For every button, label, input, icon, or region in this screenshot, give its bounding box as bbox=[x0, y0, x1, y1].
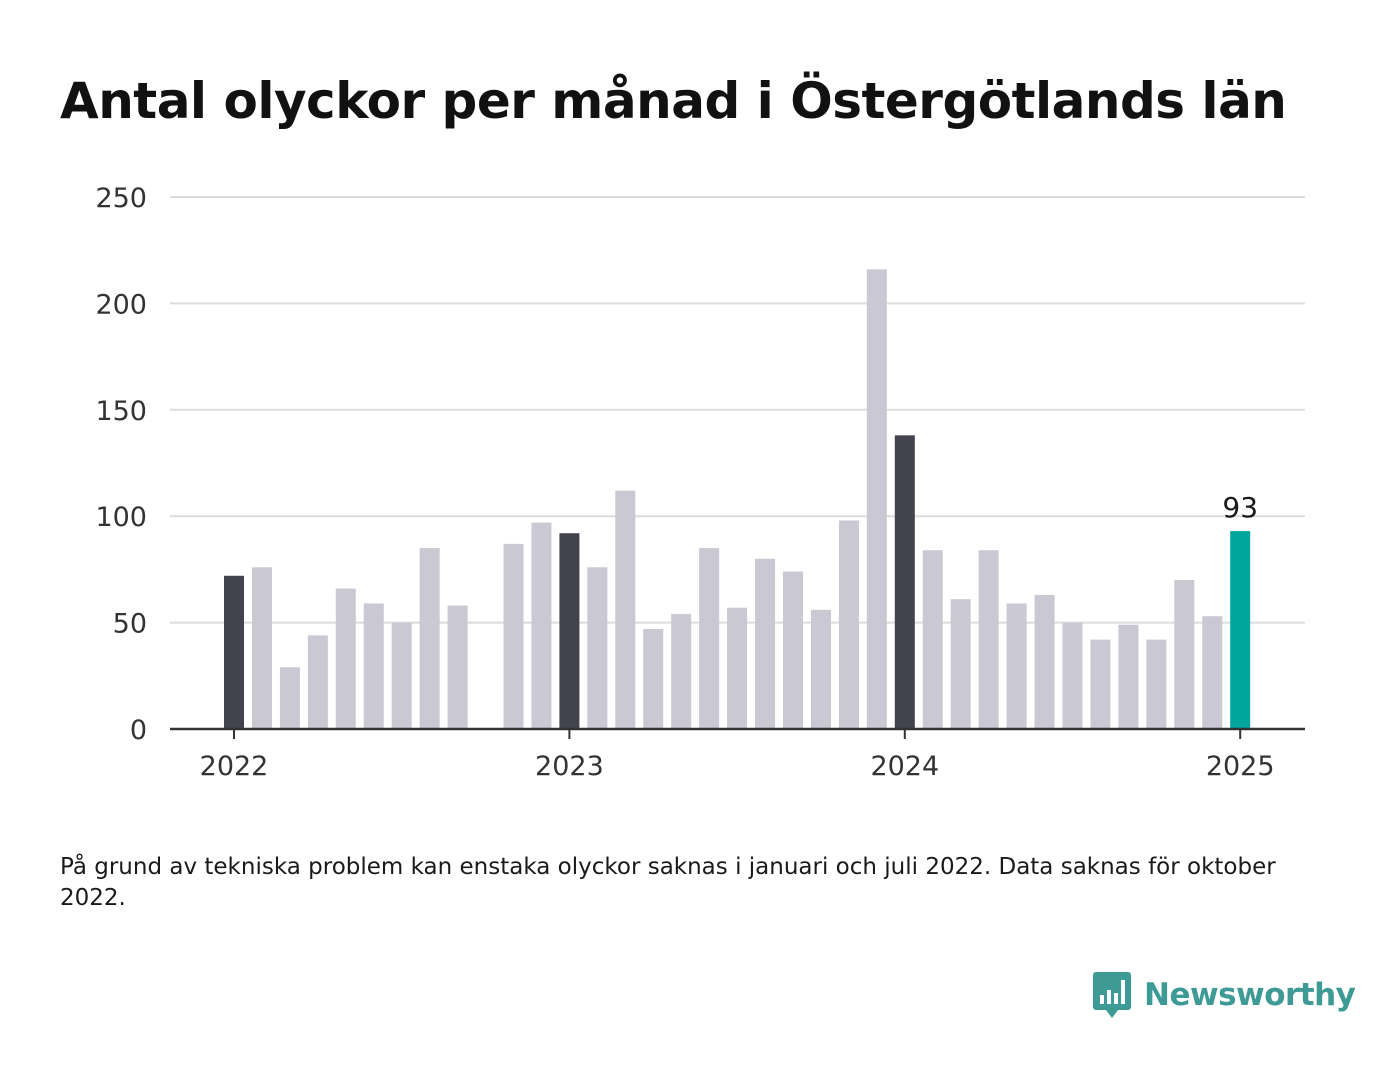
bar bbox=[671, 614, 692, 729]
bar bbox=[1146, 639, 1167, 729]
footnote: På grund av tekniska problem kan enstaka… bbox=[60, 854, 1276, 911]
bar bbox=[1202, 616, 1223, 729]
bar bbox=[1174, 580, 1195, 729]
bar bbox=[559, 533, 580, 729]
bar bbox=[699, 548, 720, 729]
bar bbox=[755, 558, 776, 729]
x-tick-label: 2025 bbox=[1206, 751, 1275, 782]
y-tick-label: 0 bbox=[130, 715, 147, 746]
bar-chart: 0 50 100 150 200 250 2022 2023 2024 2025 93 bbox=[95, 183, 1305, 782]
bar bbox=[1090, 639, 1111, 729]
bar bbox=[950, 599, 971, 729]
bar bbox=[307, 635, 328, 729]
bar bbox=[838, 520, 859, 729]
bar bbox=[447, 605, 468, 729]
bar bbox=[587, 567, 608, 729]
y-tick-label: 50 bbox=[113, 609, 147, 640]
bar bbox=[615, 490, 636, 729]
annotations: 93 bbox=[1222, 491, 1258, 524]
bar bbox=[419, 548, 440, 729]
x-tick-label: 2024 bbox=[870, 751, 939, 782]
bar bbox=[224, 575, 244, 729]
bar bbox=[866, 269, 887, 729]
bar bbox=[1118, 624, 1139, 729]
bar bbox=[783, 571, 803, 729]
bar bbox=[1230, 531, 1251, 729]
data-label: 93 bbox=[1222, 491, 1258, 524]
bar bbox=[1006, 603, 1027, 729]
bar bbox=[978, 550, 999, 729]
bar bbox=[251, 567, 272, 729]
bar bbox=[391, 622, 412, 729]
y-axis-labels: 0 50 100 150 200 250 bbox=[95, 183, 147, 746]
newsworthy-logo-icon bbox=[1093, 972, 1131, 1018]
newsworthy-logo[interactable]: Newsworthy bbox=[1092, 970, 1356, 1020]
x-tick-label: 2023 bbox=[535, 751, 604, 782]
grid-lines bbox=[170, 196, 1305, 624]
bar bbox=[531, 522, 552, 729]
bar bbox=[810, 609, 831, 729]
bar bbox=[922, 550, 943, 729]
y-tick-label: 200 bbox=[95, 289, 147, 320]
y-tick-label: 100 bbox=[95, 502, 147, 533]
bar bbox=[335, 588, 356, 729]
brand-name: Newsworthy bbox=[1144, 977, 1356, 1013]
x-tick-label: 2022 bbox=[200, 751, 269, 782]
bar bbox=[894, 435, 915, 729]
bars bbox=[224, 269, 1251, 729]
bar bbox=[727, 607, 748, 729]
bar bbox=[363, 603, 384, 729]
bar bbox=[503, 543, 524, 729]
bar bbox=[1034, 594, 1055, 729]
bar bbox=[643, 628, 664, 729]
chart-title: Antal olyckor per månad i Östergötlands … bbox=[60, 72, 1287, 130]
y-tick-label: 150 bbox=[95, 396, 147, 427]
bar bbox=[279, 667, 300, 729]
bar bbox=[1062, 622, 1083, 729]
x-axis: 2022 2023 2024 2025 bbox=[170, 727, 1305, 782]
y-tick-label: 250 bbox=[95, 183, 147, 214]
